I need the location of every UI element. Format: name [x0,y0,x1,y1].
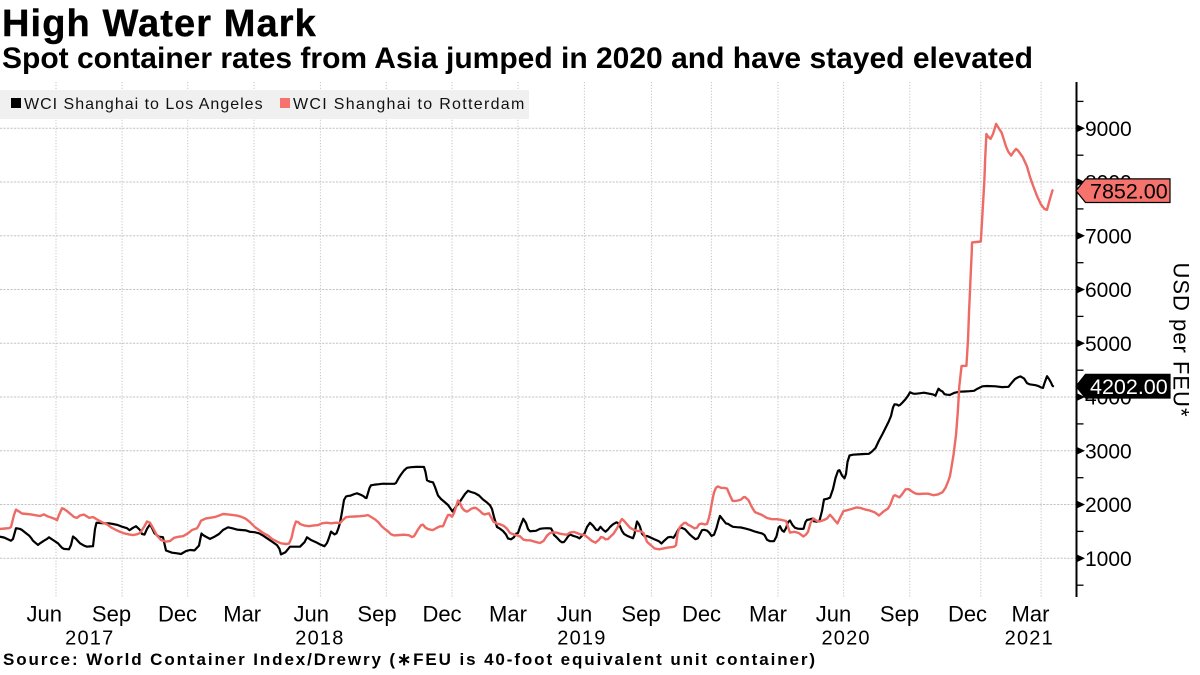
svg-text:Mar: Mar [489,602,527,627]
svg-text:Mar: Mar [223,602,261,627]
svg-text:Jun: Jun [557,602,592,627]
svg-text:Dec: Dec [682,602,721,627]
svg-text:Jun: Jun [816,602,851,627]
svg-text:4202.00: 4202.00 [1090,375,1168,399]
svg-text:Jun: Jun [26,602,61,627]
svg-text:9000: 9000 [1085,118,1132,141]
svg-text:Sep: Sep [357,602,396,627]
svg-text:Sep: Sep [880,602,919,627]
svg-text:WCI Shanghai to Los Angeles: WCI Shanghai to Los Angeles [24,96,264,113]
svg-text:Mar: Mar [1012,602,1050,627]
svg-text:2021: 2021 [1005,628,1054,650]
svg-text:Dec: Dec [422,602,461,627]
svg-text:5000: 5000 [1085,333,1132,356]
svg-text:Dec: Dec [948,602,987,627]
svg-text:6000: 6000 [1085,279,1132,302]
svg-text:2019: 2019 [557,628,606,650]
svg-text:2020: 2020 [821,628,870,650]
svg-text:WCI Shanghai to Rotterdam: WCI Shanghai to Rotterdam [293,96,526,113]
svg-text:Jun: Jun [294,602,329,627]
svg-text:Dec: Dec [158,602,197,627]
svg-text:Sep: Sep [621,602,660,627]
svg-text:Mar: Mar [749,602,787,627]
svg-text:7852.00: 7852.00 [1090,180,1168,204]
svg-text:2000: 2000 [1085,494,1132,517]
svg-text:USD per FEU*: USD per FEU* [1169,262,1194,417]
svg-text:1000: 1000 [1085,548,1132,571]
svg-text:3000: 3000 [1085,440,1132,463]
svg-text:Sep: Sep [92,602,131,627]
svg-text:7000: 7000 [1085,225,1132,248]
svg-text:2017: 2017 [65,628,114,650]
svg-text:2018: 2018 [295,628,344,650]
